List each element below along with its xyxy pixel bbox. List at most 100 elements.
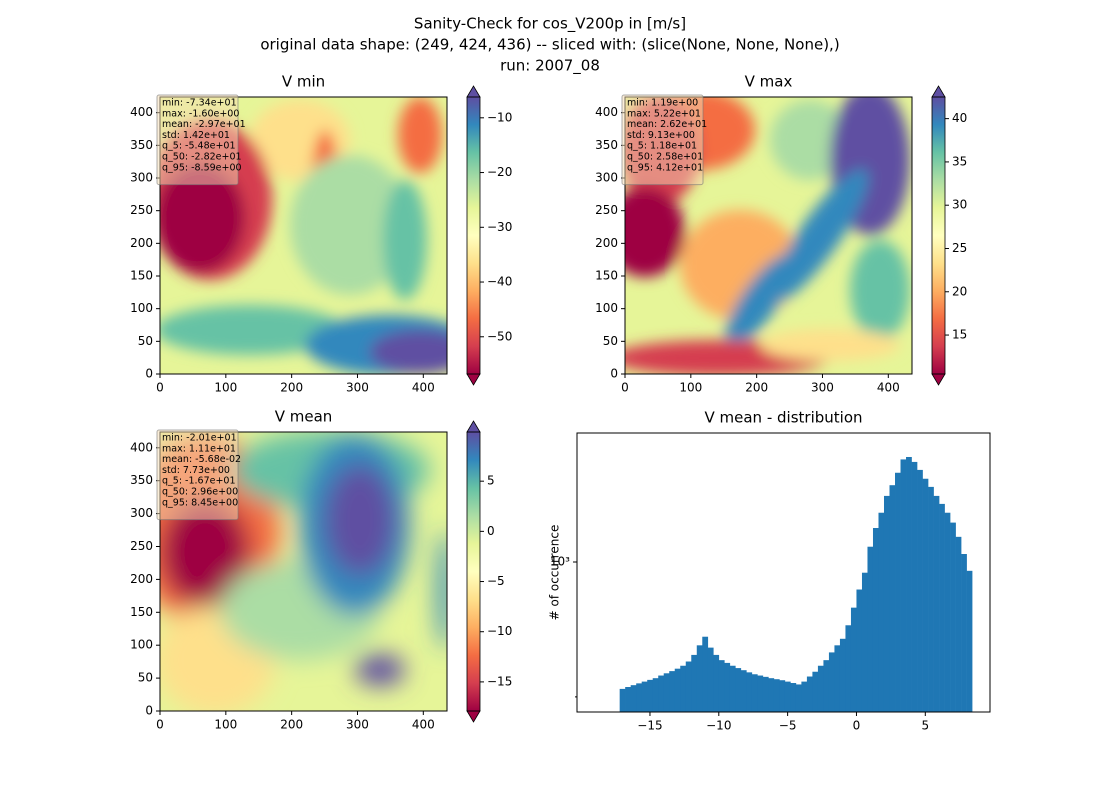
- colorbar: [467, 97, 480, 374]
- colorbar-tick-label: −15: [487, 674, 512, 688]
- histogram-bar: [790, 683, 797, 712]
- histogram-bar: [955, 536, 962, 712]
- histogram-bar: [768, 678, 775, 712]
- histogram-bar: [669, 671, 676, 712]
- stats-line: q_5: -1.67e+01: [162, 476, 236, 487]
- y-tick-label: 100: [130, 301, 153, 315]
- histogram-bar: [718, 660, 725, 712]
- axes-frame: [576, 432, 991, 713]
- y-tick-label: 0: [145, 367, 153, 381]
- histogram-bar: [878, 512, 885, 712]
- x-tick-label: −10: [706, 719, 731, 733]
- histogram-bar: [911, 461, 918, 712]
- y-tick-label: 350: [595, 138, 618, 152]
- field-image: [160, 432, 447, 711]
- y-tick-label: 100: [595, 301, 618, 315]
- histogram-bar: [883, 495, 890, 712]
- colorbar-frame: [466, 96, 481, 375]
- x-tick-label: 400: [877, 381, 900, 395]
- x-tick-label: 200: [745, 381, 768, 395]
- x-tick-label: −5: [779, 719, 797, 733]
- x-tick-label: 100: [214, 718, 237, 732]
- x-tick-label: −15: [637, 719, 662, 733]
- y-tick-label: 250: [130, 539, 153, 553]
- histogram-bar: [823, 660, 830, 712]
- axes-title: V max: [745, 73, 793, 91]
- x-tick-label: 0: [621, 381, 629, 395]
- y-tick-label: 50: [138, 334, 153, 348]
- colorbar-extend: [931, 85, 946, 98]
- colorbar-tick-label: 15: [952, 328, 967, 342]
- y-axis-label: # of occurrence: [548, 525, 562, 621]
- histogram-bar: [834, 645, 841, 712]
- colorbar-tick-label: 25: [952, 241, 967, 255]
- histogram-bar: [729, 665, 736, 712]
- histogram-bar: [619, 688, 626, 712]
- histogram-bar: [707, 647, 714, 712]
- axes-frame: [159, 96, 448, 375]
- histogram-bar: [784, 681, 791, 712]
- figure-subtitle: original data shape: (249, 424, 436) -- …: [260, 36, 839, 54]
- histogram-bar: [702, 636, 709, 712]
- histogram-bar: [922, 478, 929, 712]
- x-tick-label: 200: [280, 381, 303, 395]
- axes-title: V mean: [275, 408, 333, 426]
- colorbar-extend: [466, 710, 481, 723]
- colorbar: [467, 432, 480, 711]
- y-tick-label: 50: [138, 671, 153, 685]
- x-tick-label: 300: [346, 718, 369, 732]
- y-tick-label: 400: [130, 105, 153, 119]
- x-tick-label: 100: [214, 381, 237, 395]
- colorbar-extend: [466, 373, 481, 386]
- histogram-bar: [889, 485, 896, 712]
- histogram-bar: [630, 685, 637, 712]
- stats-line: min: -2.01e+01: [162, 433, 237, 444]
- histogram-bar: [906, 456, 912, 712]
- y-tick-label: 0: [610, 367, 618, 381]
- colorbar-frame: [931, 96, 946, 375]
- histogram-bar: [757, 675, 764, 712]
- colorbar-extend: [931, 373, 946, 386]
- colorbar-tick-label: −5: [487, 574, 505, 588]
- histogram-bar: [724, 662, 731, 712]
- histogram-bar: [900, 459, 907, 712]
- colorbar-tick-label: 40: [952, 111, 967, 125]
- figure-subtitle: run: 2007_08: [500, 57, 600, 76]
- y-tick-label: 350: [130, 138, 153, 152]
- stats-line: max: 1.11e+01: [162, 443, 236, 454]
- histogram-bar: [895, 472, 901, 712]
- x-tick-label: 300: [811, 381, 834, 395]
- histogram-bar: [850, 607, 857, 712]
- histogram-bar: [674, 668, 681, 712]
- y-tick-label: 300: [130, 171, 153, 185]
- histogram-bar: [806, 676, 813, 712]
- stats-line: q_5: -5.48e+01: [162, 141, 236, 152]
- histogram-bar: [872, 528, 879, 712]
- histogram-bar: [779, 680, 786, 712]
- x-tick-label: 0: [156, 718, 164, 732]
- colorbar-tick-label: −20: [487, 165, 512, 179]
- x-tick-label: 0: [853, 719, 861, 733]
- stats-line: q_5: 1.18e+01: [627, 141, 697, 152]
- histogram-bar: [691, 654, 698, 712]
- y-tick-label: 250: [595, 203, 618, 217]
- histogram-bar: [746, 672, 753, 712]
- y-tick-label: 150: [130, 269, 153, 283]
- colorbar-tick-label: −10: [487, 624, 512, 638]
- colorbar-tick-label: −10: [487, 110, 512, 124]
- histogram-bar: [751, 674, 758, 712]
- histogram-bar: [801, 681, 808, 712]
- y-tick-label: 10³: [550, 554, 570, 568]
- figure-title: Sanity-Check for cos_V200p in [m/s]: [414, 15, 686, 34]
- y-tick-label: 200: [595, 236, 618, 250]
- stats-box: [621, 94, 704, 186]
- stats-line: min: 1.19e+00: [627, 98, 698, 109]
- histogram-bar: [652, 678, 659, 712]
- x-tick-label: 100: [679, 381, 702, 395]
- histogram-bar: [696, 645, 703, 712]
- histogram-bar: [762, 676, 769, 712]
- y-tick-label: 100: [130, 638, 153, 652]
- x-tick-label: 300: [346, 381, 369, 395]
- y-tick-label: 50: [603, 334, 618, 348]
- histogram-bar: [713, 654, 720, 712]
